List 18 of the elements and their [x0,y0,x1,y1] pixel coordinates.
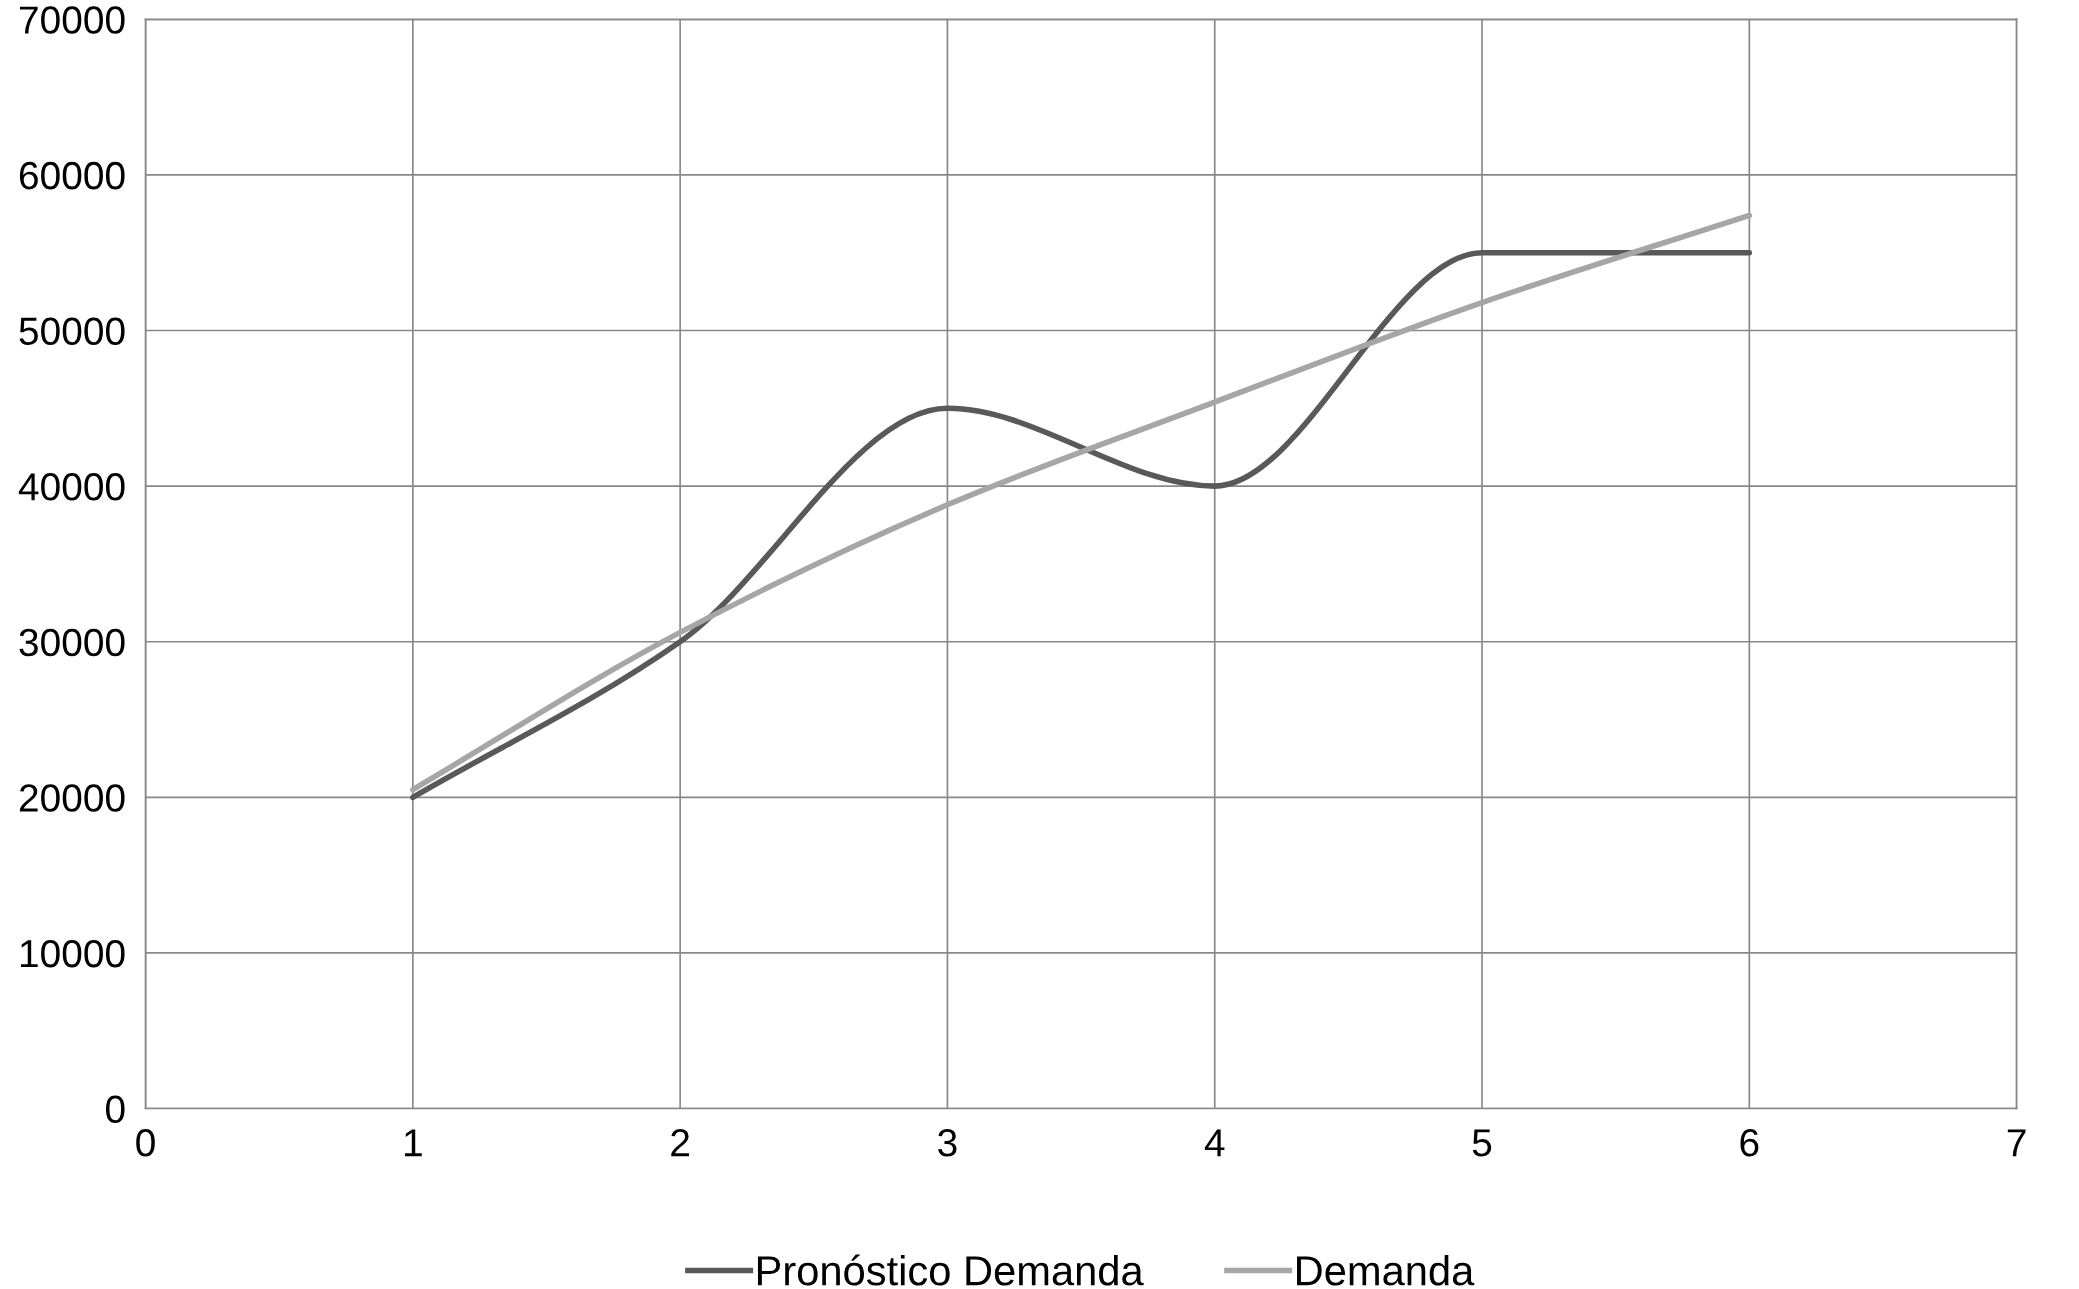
x-tick-label: 0 [136,1129,155,1157]
y-tick-label: 20000 [19,784,125,812]
x-tick-label: 4 [1204,1129,1225,1157]
x-tick-label: 7 [2007,1129,2026,1157]
y-tick-label: 0 [105,1095,125,1124]
y-tick-label: 50000 [19,317,125,346]
x-tick-label: 3 [938,1129,957,1157]
y-tick-label: 30000 [19,628,125,657]
x-tick-label: 1 [404,1129,422,1157]
legend-label: Pronóstico Demanda [757,1254,1144,1286]
y-tick-label: 10000 [20,939,125,968]
y-tick-label: 60000 [19,161,125,190]
y-tick-label: 70000 [19,6,125,34]
legend-label: Demanda [1297,1254,1475,1286]
x-tick-label: 5 [1472,1129,1492,1157]
x-tick-label: 2 [671,1129,689,1157]
x-tick-label: 6 [1740,1129,1759,1157]
y-tick-label: 40000 [18,473,125,501]
